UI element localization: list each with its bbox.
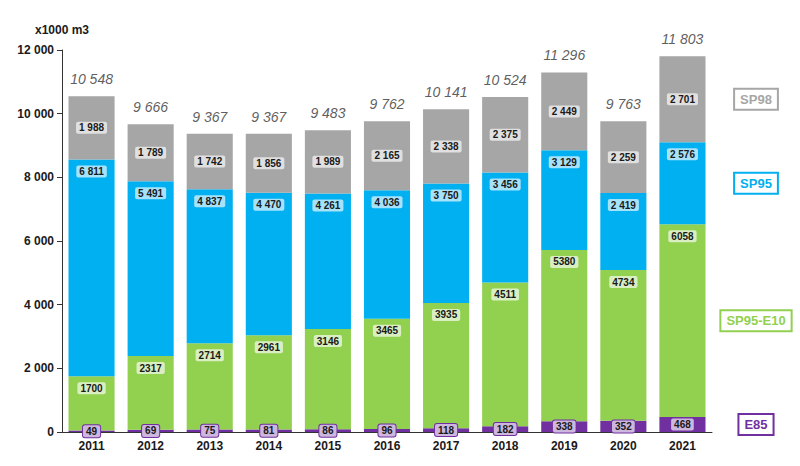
svg-text:2714: 2714 (199, 350, 222, 361)
svg-text:SP95-E10: SP95-E10 (726, 313, 785, 328)
svg-text:2 000: 2 000 (24, 361, 54, 375)
svg-text:2020: 2020 (610, 439, 637, 453)
svg-text:11 803: 11 803 (662, 31, 704, 47)
svg-text:6 811: 6 811 (79, 166, 104, 177)
svg-text:12 000: 12 000 (17, 43, 54, 57)
svg-text:10 524: 10 524 (484, 72, 527, 88)
svg-text:3 456: 3 456 (493, 179, 518, 190)
svg-text:E85: E85 (744, 417, 767, 432)
svg-text:352: 352 (615, 421, 632, 432)
svg-text:4 837: 4 837 (197, 196, 222, 207)
svg-text:3935: 3935 (435, 309, 458, 320)
svg-text:2 375: 2 375 (493, 129, 518, 140)
svg-text:9 762: 9 762 (369, 96, 404, 112)
svg-text:3 129: 3 129 (552, 157, 577, 168)
svg-text:5380: 5380 (553, 256, 576, 267)
svg-text:1 989: 1 989 (315, 156, 340, 167)
svg-text:49: 49 (86, 426, 98, 437)
svg-text:182: 182 (497, 424, 514, 435)
svg-text:SP95: SP95 (740, 176, 772, 191)
svg-text:5 491: 5 491 (138, 188, 163, 199)
svg-text:2011: 2011 (79, 439, 105, 453)
svg-text:468: 468 (674, 419, 691, 430)
svg-text:6058: 6058 (671, 231, 694, 242)
svg-text:0: 0 (47, 425, 54, 439)
svg-text:2015: 2015 (315, 439, 342, 453)
svg-text:9 763: 9 763 (606, 96, 641, 112)
svg-text:x1000 m3: x1000 m3 (35, 23, 89, 37)
svg-text:1 988: 1 988 (79, 122, 104, 133)
svg-text:2012: 2012 (137, 439, 164, 453)
svg-text:2 449: 2 449 (552, 106, 577, 117)
svg-text:3465: 3465 (376, 325, 399, 336)
svg-text:2021: 2021 (669, 439, 696, 453)
svg-text:2 259: 2 259 (611, 152, 636, 163)
svg-text:3 750: 3 750 (434, 190, 459, 201)
svg-text:2 419: 2 419 (611, 200, 636, 211)
svg-text:2016: 2016 (374, 439, 401, 453)
svg-text:1 856: 1 856 (256, 158, 281, 169)
svg-text:2317: 2317 (140, 363, 163, 374)
svg-text:2018: 2018 (492, 439, 519, 453)
svg-text:2014: 2014 (255, 439, 282, 453)
svg-text:338: 338 (556, 421, 573, 432)
svg-text:2 165: 2 165 (374, 150, 399, 161)
svg-text:2 576: 2 576 (670, 149, 695, 160)
svg-text:4 036: 4 036 (374, 197, 399, 208)
svg-text:118: 118 (438, 425, 455, 436)
svg-text:8 000: 8 000 (24, 170, 54, 184)
svg-text:1700: 1700 (80, 383, 103, 394)
svg-text:2013: 2013 (196, 439, 223, 453)
svg-text:9 367: 9 367 (192, 109, 228, 125)
svg-text:9 666: 9 666 (133, 99, 168, 115)
svg-text:2 701: 2 701 (670, 94, 695, 105)
svg-text:6 000: 6 000 (24, 234, 54, 248)
svg-text:11 296: 11 296 (543, 47, 585, 63)
svg-text:2961: 2961 (258, 342, 281, 353)
svg-text:9 367: 9 367 (251, 109, 287, 125)
svg-text:69: 69 (145, 425, 157, 436)
svg-text:81: 81 (263, 425, 275, 436)
svg-text:86: 86 (322, 425, 334, 436)
svg-text:10 141: 10 141 (425, 84, 468, 100)
svg-text:1 742: 1 742 (197, 156, 222, 167)
svg-text:4 470: 4 470 (256, 199, 281, 210)
svg-text:2019: 2019 (551, 439, 578, 453)
svg-text:10 548: 10 548 (70, 71, 113, 87)
svg-text:2017: 2017 (433, 439, 460, 453)
svg-text:10 000: 10 000 (17, 107, 54, 121)
svg-text:96: 96 (381, 425, 393, 436)
svg-text:4 000: 4 000 (24, 298, 54, 312)
svg-text:4 261: 4 261 (315, 200, 340, 211)
svg-text:1 789: 1 789 (138, 147, 163, 158)
svg-text:3146: 3146 (317, 336, 340, 347)
svg-text:4734: 4734 (612, 277, 635, 288)
svg-text:2 338: 2 338 (434, 141, 459, 152)
svg-text:75: 75 (204, 425, 216, 436)
svg-text:4511: 4511 (494, 289, 516, 300)
svg-text:9 483: 9 483 (310, 105, 345, 121)
svg-text:SP98: SP98 (740, 92, 772, 107)
